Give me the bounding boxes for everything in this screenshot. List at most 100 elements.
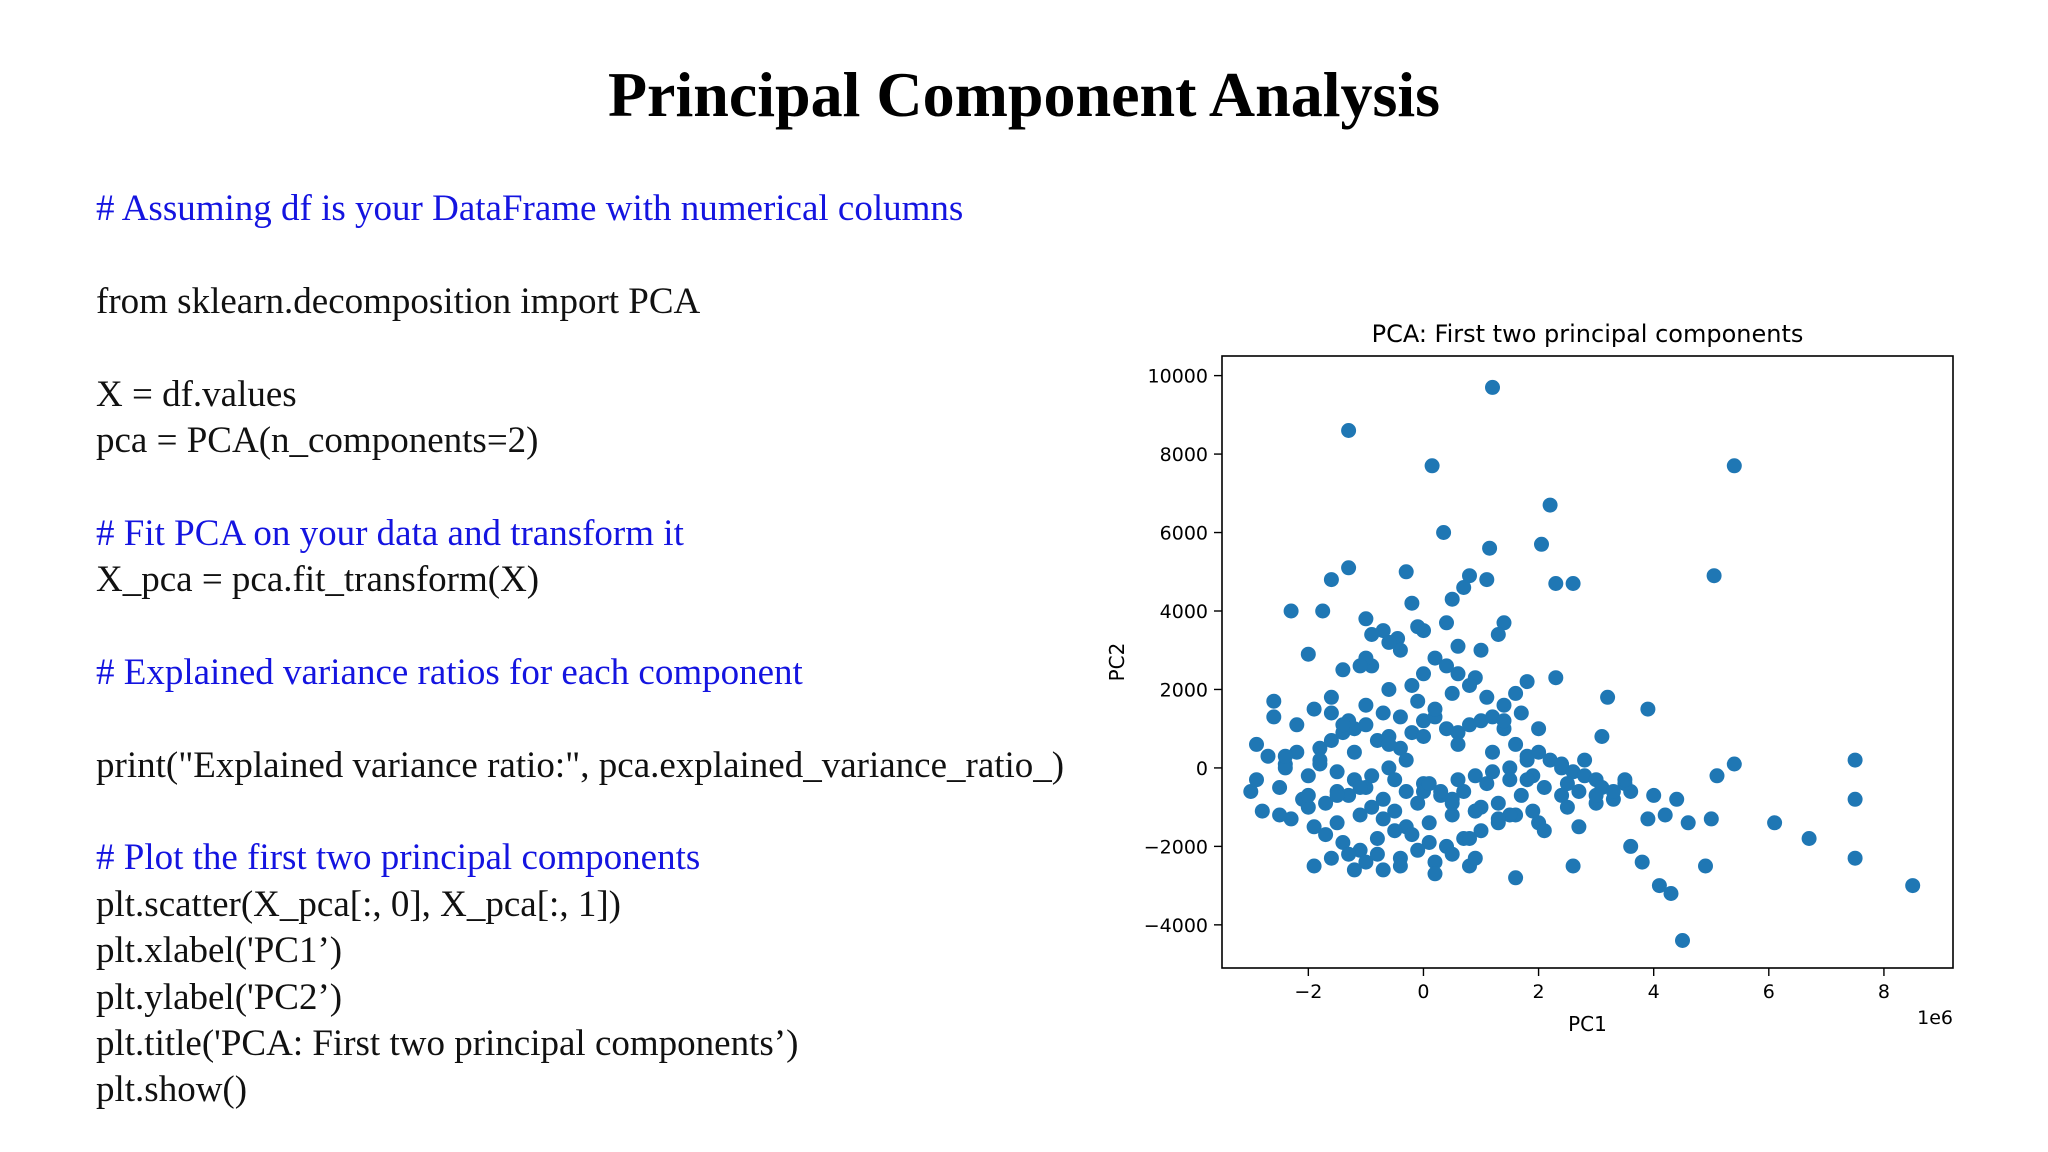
- scatter-point: [1369, 846, 1385, 862]
- code-line: plt.show(): [96, 1069, 248, 1111]
- scatter-point: [1323, 733, 1339, 748]
- scatter-point: [1249, 772, 1264, 788]
- scatter-point: [1646, 787, 1662, 803]
- scatter-point: [1381, 682, 1397, 697]
- scatter-point: [1565, 576, 1581, 591]
- scatter-point: [1300, 787, 1316, 803]
- scatter-point: [1381, 736, 1397, 752]
- scatter-point: [1508, 685, 1524, 701]
- scatter-point: [1479, 776, 1495, 792]
- scatter-plot-svg: PCA: First two principal components −2 0 2…: [1105, 320, 1954, 1036]
- scatter-point: [1329, 764, 1345, 780]
- scatter-point: [1450, 725, 1466, 741]
- scatter-point: [1410, 842, 1426, 858]
- y-tick-label: 8000: [1160, 444, 1208, 466]
- scatter-point: [1272, 807, 1288, 823]
- scatter-point: [1323, 705, 1339, 721]
- scatter-point: [1680, 815, 1696, 831]
- scatter-point: [1346, 862, 1362, 878]
- scatter-point: [1485, 379, 1500, 395]
- x-axis-label: PC1: [1568, 1012, 1607, 1036]
- scatter-point: [1341, 787, 1357, 803]
- code-line: pca = PCA(n_components=2): [96, 419, 539, 461]
- scatter-point: [1559, 799, 1575, 815]
- scatter-point: [1531, 721, 1547, 737]
- scatter-point: [1502, 760, 1518, 776]
- x-tick-label: 4: [1648, 981, 1660, 1003]
- scatter-point: [1427, 866, 1443, 882]
- scatter-point: [1266, 709, 1282, 725]
- scatter-point: [1266, 693, 1282, 709]
- scatter-point: [1548, 670, 1564, 686]
- scatter-point: [1657, 807, 1673, 823]
- scatter-point: [1502, 807, 1518, 823]
- scatter-point: [1485, 744, 1500, 760]
- scatter-point: [1479, 572, 1495, 588]
- scatter-point: [1392, 858, 1408, 874]
- x-tick-label: 0: [1417, 981, 1429, 1003]
- scatter-point: [1346, 744, 1362, 760]
- scatter-point: [1323, 689, 1339, 705]
- scatter-point: [1404, 678, 1420, 693]
- code-line: [96, 696, 1136, 742]
- y-tick-label: 2000: [1160, 679, 1208, 701]
- code-line: [96, 789, 1136, 835]
- scatter-point: [1496, 697, 1512, 713]
- scatter-point: [1410, 795, 1426, 811]
- scatter-point: [1421, 776, 1437, 792]
- x-tick-label: 6: [1763, 981, 1775, 1003]
- scatter-point: [1306, 858, 1322, 874]
- scatter-point: [1450, 772, 1466, 788]
- scatter-point: [1352, 842, 1368, 858]
- scatter-points: [1243, 379, 1921, 948]
- scatter-point: [1392, 740, 1408, 756]
- scatter-point: [1479, 689, 1495, 705]
- scatter-point: [1352, 780, 1368, 795]
- scatter-point: [1577, 768, 1593, 784]
- scatter-point: [1513, 787, 1529, 803]
- slide-title: Principal Component Analysis: [607, 59, 1441, 130]
- scatter-point: [1847, 850, 1863, 866]
- scatter-point: [1847, 791, 1863, 807]
- scatter-point: [1640, 811, 1656, 827]
- scatter-point: [1703, 811, 1719, 827]
- scatter-point: [1283, 811, 1299, 827]
- scatter-point: [1352, 807, 1368, 823]
- scatter-point: [1496, 615, 1512, 631]
- scatter-point: [1341, 560, 1357, 576]
- x-tick-label: −2: [1294, 981, 1322, 1003]
- scatter-point: [1300, 799, 1316, 815]
- scatter-point: [1312, 752, 1328, 768]
- code-line: [96, 232, 1136, 278]
- scatter-point: [1709, 768, 1725, 784]
- scatter-point: [1490, 627, 1506, 642]
- scatter-point: [1462, 831, 1477, 846]
- y-tick-label: 0: [1196, 758, 1208, 780]
- scatter-point: [1605, 784, 1621, 799]
- scatter-point: [1300, 768, 1316, 784]
- scatter-point: [1444, 807, 1460, 823]
- scatter-point: [1323, 572, 1339, 588]
- scatter-point: [1260, 748, 1276, 764]
- chart-title: PCA: First two principal components: [1372, 320, 1804, 348]
- scatter-point: [1496, 713, 1512, 729]
- scatter-point: [1490, 795, 1506, 811]
- scatter-point: [1444, 795, 1460, 811]
- scatter-point: [1698, 858, 1713, 874]
- scatter-point: [1444, 846, 1460, 862]
- scatter-point: [1542, 497, 1558, 513]
- scatter-point: [1410, 619, 1426, 635]
- scatter-point: [1554, 787, 1570, 803]
- scatter-point: [1669, 791, 1685, 807]
- scatter-point: [1473, 823, 1489, 839]
- scatter-point: [1421, 815, 1437, 831]
- scatter-point: [1623, 838, 1639, 854]
- scatter-point: [1444, 685, 1460, 701]
- scatter-point: [1421, 835, 1437, 850]
- scatter-point: [1416, 729, 1431, 744]
- scatter-point: [1323, 850, 1339, 866]
- scatter-point: [1847, 752, 1863, 768]
- scatter-point: [1706, 568, 1722, 584]
- scatter-point: [1508, 736, 1524, 752]
- scatter-point: [1456, 784, 1472, 799]
